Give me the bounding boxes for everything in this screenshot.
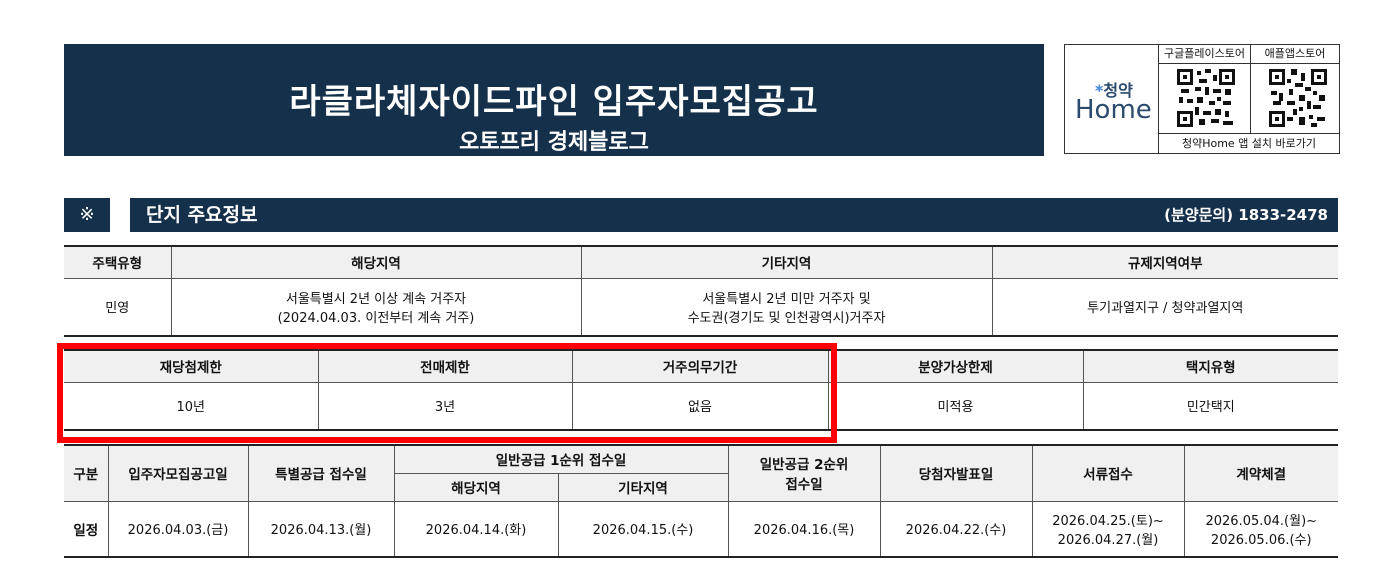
section-header: 단지 주요정보 (분양문의) 1833-2478 [130,198,1338,232]
header-other-area: 기타지역 [580,245,993,279]
header-notice-date: 입주자모집공고일 [107,444,249,502]
title-banner: 라클라체자이드파인 입주자모집공고 오토프리 경제블로그 [64,44,1044,156]
header-category: 구분 [64,444,109,502]
header-documents: 서류접수 [1031,444,1185,502]
notice-date-value: 2026.04.03.(금) [107,500,249,558]
page-subtitle: 오토프리 경제블로그 [459,130,649,155]
regulation-value: 투기과열지구 / 청약과열지역 [991,277,1338,337]
header-first-other: 기타지역 [557,472,729,502]
resale-limit-value: 3년 [317,381,573,431]
other-area-line1: 서울특별시 2년 미만 거주자 및 [702,291,871,307]
documents-value: 2026.04.25.(토)~ 2026.04.27.(월) [1031,500,1185,558]
local-area-line1: 서울특별시 2년 이상 계속 거주자 [285,291,467,307]
sales-contact: (분양문의) 1833-2478 [1164,206,1328,224]
highlight-box [57,343,837,443]
logo-bottom-text: Home [1075,95,1152,125]
contract-value: 2026.05.04.(월)~ 2026.05.06.(수) [1183,500,1339,558]
second-priority-value: 2026.04.16.(목) [727,500,881,558]
header-second-line1: 일반공급 2순위 [759,457,849,474]
first-local-value: 2026.04.14.(화) [393,500,559,558]
header-housing-type: 주택유형 [64,245,172,279]
first-other-value: 2026.04.15.(수) [557,500,729,558]
page-title: 라클라체자이드파인 입주자모집공고 [289,82,819,122]
header-first-priority: 일반공급 1순위 접수일 [393,444,729,474]
documents-line2: 2026.04.27.(월) [1057,532,1159,548]
header-local-area: 해당지역 [170,245,582,279]
schedule-table: 구분 입주자모집공고일 특별공급 접수일 일반공급 1순위 접수일 일반공급 2… [64,444,1339,558]
google-play-store[interactable]: 구글플레이스토어 [1159,45,1251,133]
header-price-cap: 분양가상한제 [827,349,1084,383]
app-download-box: *청약 Home 구글플레이스토어 애플앱스토어 [1064,44,1340,154]
section-title: 단지 주요정보 [146,204,258,226]
residence-period-value: 없음 [571,381,829,431]
header-first-local: 해당지역 [394,472,559,502]
documents-line1: 2026.04.25.(토)~ [1052,513,1164,529]
header-residence-period: 거주의무기간 [571,349,829,383]
apple-store-qr-icon[interactable] [1269,69,1327,127]
apple-app-store[interactable]: 애플앱스토어 [1251,45,1339,133]
header-resale-limit: 전매제한 [317,349,573,383]
row-label-schedule: 일정 [64,500,109,558]
logo-top-text: *청약 [1095,81,1133,100]
cheongyak-home-logo[interactable]: *청약 Home [1065,45,1159,153]
local-area-line2: (2024.04.03. 이전부터 계속 거주) [277,310,475,326]
header-regulation: 규제지역여부 [991,245,1338,279]
local-area-value: 서울특별시 2년 이상 계속 거주자 (2024.04.03. 이전부터 계속 … [170,277,582,337]
contract-line2: 2026.05.06.(수) [1210,532,1312,548]
land-type-value: 민간택지 [1082,381,1338,431]
app-install-link[interactable]: 청약Home 앱 설치 바로가기 [1159,133,1339,154]
google-play-label: 구글플레이스토어 [1159,45,1250,64]
rewin-limit-value: 10년 [64,381,319,431]
header-land-type: 택지유형 [1082,349,1338,383]
header-announcement: 당첨자발표일 [879,444,1033,502]
header-second-priority: 일반공급 2순위 접수일 [727,444,881,502]
housing-type-value: 민영 [64,277,172,337]
google-play-qr-icon[interactable] [1177,69,1235,127]
contract-line1: 2026.05.04.(월)~ [1205,513,1318,529]
announcement-value: 2026.04.22.(수) [879,500,1033,558]
other-area-line2: 수도권(경기도 및 인천광역시)거주자 [687,310,886,326]
region-table: 주택유형 해당지역 기타지역 규제지역여부 민영 서울특별시 2년 이상 계속 … [64,245,1338,337]
star-icon: * [1095,81,1104,100]
section-mark: ※ [64,198,110,232]
apple-store-label: 애플앱스토어 [1251,45,1339,64]
other-area-value: 서울특별시 2년 미만 거주자 및 수도권(경기도 및 인천광역시)거주자 [580,277,993,337]
restriction-table: 재당첨제한 전매제한 거주의무기간 분양가상한제 택지유형 10년 3년 없음 … [64,349,1338,431]
price-cap-value: 미적용 [827,381,1084,431]
special-supply-value: 2026.04.13.(월) [247,500,395,558]
header-contract: 계약체결 [1183,444,1339,502]
header-special-supply: 특별공급 접수일 [247,444,395,502]
header-second-line2: 접수일 [785,477,823,494]
